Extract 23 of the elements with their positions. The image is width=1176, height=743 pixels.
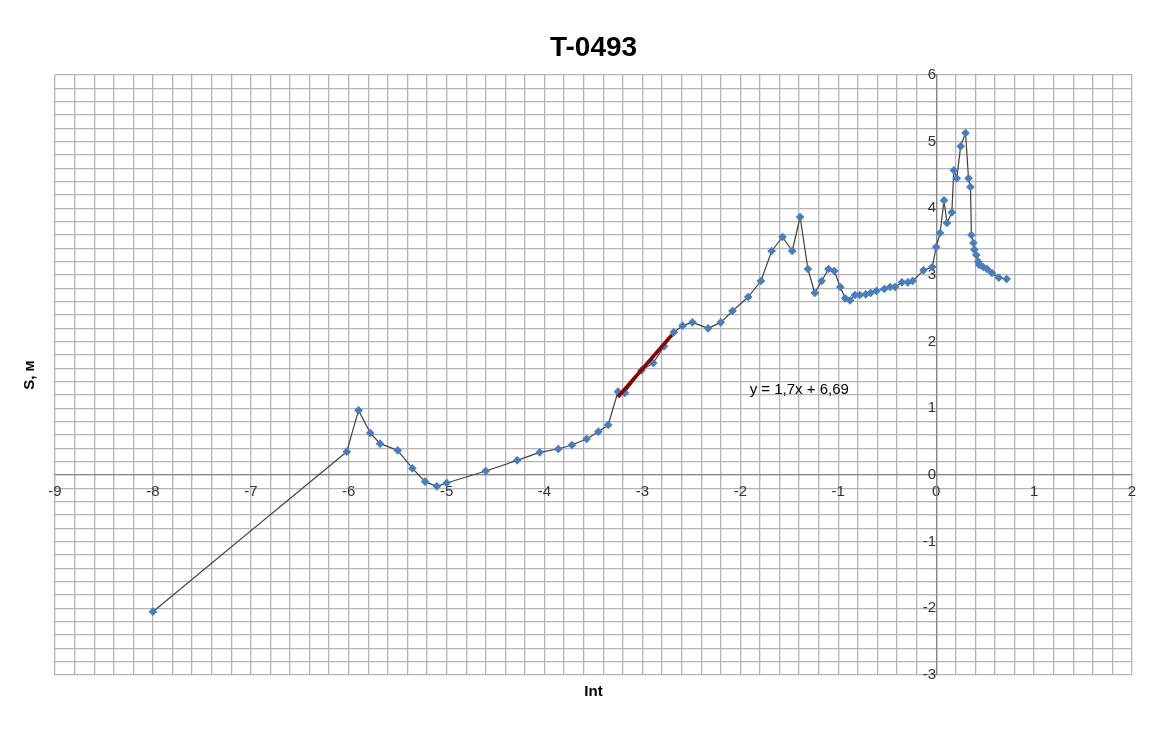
y-tick-label: 2	[927, 331, 937, 349]
annotation: y = 1,7x + 6,69	[749, 380, 849, 398]
x-tick-label: -6	[342, 482, 356, 500]
y-tick-label: -2	[922, 598, 937, 616]
y-tick-label: -1	[922, 531, 937, 549]
y-tick-label: 1	[927, 398, 937, 416]
x-tick-label: -5	[439, 482, 454, 500]
y-tick-label: 5	[927, 131, 937, 149]
y-tick-label: 6	[927, 65, 937, 83]
y-tick-label: 4	[927, 198, 937, 216]
x-tick-label: -7	[244, 482, 258, 500]
y-tick-label: -3	[922, 665, 937, 683]
x-tick-label: 1	[1029, 482, 1039, 500]
x-tick-label: 2	[1127, 482, 1137, 500]
x-tick-label: -2	[733, 482, 748, 500]
x-tick-label: -1	[831, 482, 845, 500]
x-tick-label: -8	[146, 482, 160, 500]
chart-title: T-0493	[549, 30, 638, 62]
y-axis-title: S, м	[20, 360, 38, 390]
x-tick-label: -9	[48, 482, 62, 500]
x-axis-title: Int	[584, 682, 603, 700]
x-tick-label: -3	[635, 482, 650, 500]
x-tick-label: -4	[537, 482, 552, 500]
